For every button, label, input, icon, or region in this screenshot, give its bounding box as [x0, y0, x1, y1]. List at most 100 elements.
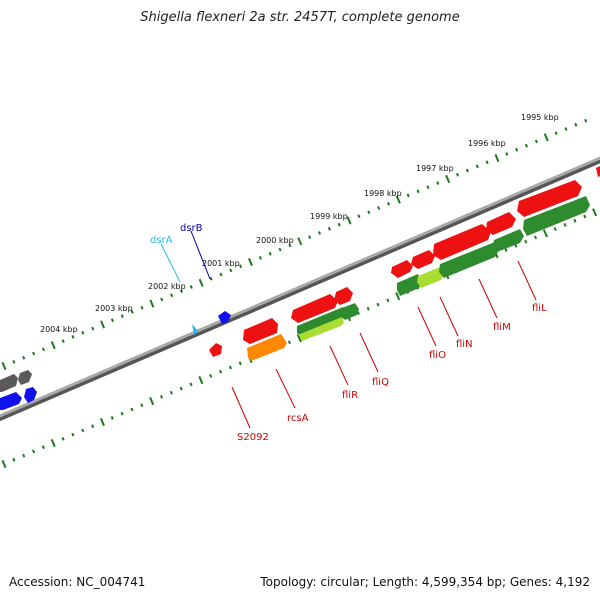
- gene-fliM-upper[interactable]: [433, 224, 491, 260]
- genome-backbone-shadow: [0, 156, 600, 422]
- inner-ruler-tick: [198, 376, 204, 385]
- gene-fliN-upper[interactable]: [411, 250, 435, 269]
- gene-fliQ[interactable]: [341, 303, 359, 320]
- outer-ruler-tick: [337, 222, 341, 227]
- gene-label-fliO: fliO: [429, 350, 446, 361]
- gene-fliO[interactable]: [397, 274, 422, 296]
- gene-label-rcsA: rcsA: [287, 413, 309, 424]
- inner-ruler-tick: [1, 459, 7, 469]
- inner-ruler-tick: [179, 386, 183, 391]
- gene-label-S2092: S2092: [237, 432, 269, 443]
- gene-fliM[interactable]: [439, 242, 499, 278]
- gene-blue-left-1[interactable]: [0, 392, 22, 410]
- outer-ruler-tick: [110, 318, 115, 323]
- leader-fliO: [417, 306, 437, 347]
- gene-rcsA[interactable]: [247, 334, 287, 361]
- inner-ruler-tick: [287, 340, 292, 345]
- map-title: Shigella flexneri 2a str. 2457T, complet…: [140, 10, 460, 25]
- inner-ruler-tick: [159, 395, 164, 399]
- outer-ruler-tick: [120, 314, 124, 318]
- gene-label-fliR: fliR: [342, 390, 358, 401]
- gene-dsrB[interactable]: [218, 311, 231, 324]
- inner-ruler-tick: [514, 243, 518, 248]
- gene-fliL-upper[interactable]: [486, 212, 516, 235]
- gene-rcsA-upper[interactable]: [243, 318, 278, 344]
- kbp-label-1995: 1995 kbp: [521, 113, 559, 122]
- gene-label-fliQ: fliQ: [372, 377, 389, 388]
- gene-S2092[interactable]: [209, 343, 222, 357]
- gene-fliR-light[interactable]: [300, 317, 344, 341]
- outer-ruler-tick: [179, 289, 184, 294]
- gene-fliL[interactable]: [493, 229, 524, 252]
- outer-ruler-tick: [524, 143, 529, 148]
- outer-ruler-tick: [436, 181, 440, 185]
- outer-ruler-tick: [239, 264, 243, 269]
- inner-ruler-tick: [50, 438, 56, 448]
- leader-fliN: [439, 296, 459, 337]
- outer-ruler-tick: [445, 174, 451, 183]
- leader-dsrA: [160, 243, 181, 283]
- gene-edge-right[interactable]: [596, 166, 600, 177]
- gene-fliR-upper[interactable]: [291, 294, 338, 323]
- inner-ruler-tick: [533, 235, 538, 240]
- gene-label-dsrA: dsrA: [150, 235, 173, 246]
- gene-fliO-upper[interactable]: [391, 260, 413, 278]
- outer-ruler-tick: [584, 118, 588, 123]
- outer-ruler-tick: [32, 351, 36, 356]
- inner-ruler-tick: [130, 407, 134, 412]
- gene-fliK-upper[interactable]: [517, 180, 582, 217]
- leader-fliM: [478, 278, 498, 319]
- inner-ruler-tick: [542, 229, 548, 238]
- outer-ruler-tick: [297, 237, 303, 246]
- outer-ruler-tick: [395, 195, 401, 204]
- gene-blue-left-2[interactable]: [24, 387, 37, 403]
- inner-ruler-tick: [120, 411, 124, 416]
- leader-fliQ: [359, 332, 379, 373]
- inner-ruler-tick: [592, 208, 598, 217]
- inner-ruler-tick: [386, 298, 390, 303]
- outer-ruler-tick: [81, 330, 85, 335]
- outer-ruler-tick: [229, 268, 233, 273]
- leader-dsrB: [190, 230, 211, 280]
- outer-ruler-tick: [100, 320, 106, 329]
- outer-ruler-tick: [61, 339, 65, 343]
- outer-ruler-tick: [268, 251, 272, 256]
- inner-ruler-tick: [296, 334, 302, 343]
- outer-ruler-tick: [12, 359, 16, 364]
- outer-ruler-tick: [465, 168, 469, 173]
- outer-ruler-tick: [288, 243, 292, 248]
- genes-lower-strand: [0, 196, 590, 410]
- gene-fliK[interactable]: [523, 196, 590, 236]
- inner-ruler-tick: [504, 248, 508, 252]
- gene-fliR[interactable]: [297, 307, 346, 336]
- genes-upper-strand: [0, 166, 600, 392]
- gene-gray-left-2[interactable]: [18, 370, 32, 385]
- outer-ruler-tick: [357, 214, 361, 219]
- outer-ruler-tick: [534, 139, 538, 144]
- outer-ruler-tick: [170, 293, 174, 298]
- outer-ruler-tick: [22, 355, 26, 360]
- gene-label-fliN: fliN: [456, 339, 473, 350]
- gene-label-dsrB: dsrB: [180, 223, 203, 234]
- inner-ruler-tick: [140, 403, 144, 408]
- outer-ruler-tick: [367, 210, 371, 214]
- kbp-label-2001: 2001 kbp: [202, 259, 240, 268]
- label-leaders: [160, 230, 537, 429]
- leader-fliL: [517, 260, 537, 301]
- outer-ruler-tick: [543, 133, 549, 142]
- gene-fliN[interactable]: [417, 267, 444, 288]
- gene-dsrA[interactable]: [192, 324, 198, 335]
- inner-ruler-tick: [573, 218, 577, 223]
- gene-gray-left-1[interactable]: [0, 374, 18, 392]
- outer-ruler-tick: [258, 256, 262, 260]
- inner-ruler-tick: [149, 397, 155, 406]
- outer-ruler-tick: [140, 305, 144, 310]
- outer-ruler-tick: [160, 297, 164, 302]
- gene-fliQ-upper[interactable]: [334, 287, 353, 305]
- leader-rcsA: [275, 368, 296, 409]
- inner-ruler-tick: [41, 445, 45, 450]
- inner-ruler-tick: [189, 382, 193, 387]
- inner-ruler-tick: [376, 302, 380, 307]
- inner-ruler-tick: [366, 306, 370, 311]
